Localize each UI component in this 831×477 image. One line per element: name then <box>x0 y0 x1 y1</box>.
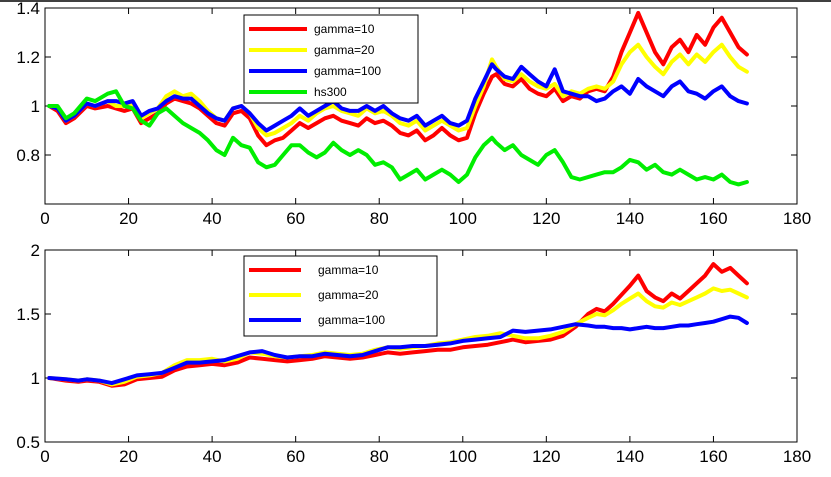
x-tick-label: 140 <box>616 209 644 228</box>
x-tick-label: 80 <box>370 447 389 466</box>
x-tick-label: 100 <box>449 209 477 228</box>
x-tick-label: 60 <box>286 447 305 466</box>
legend: gamma=10 gamma=20 gamma=100 hs300 <box>243 14 419 104</box>
legend-label: hs300 <box>314 85 347 99</box>
legend-label: gamma=10 <box>314 22 375 36</box>
chart-top: 0 20 40 60 80 100 120 140 160 180 0.8 1 1.2 1.4 gamma=… <box>16 0 811 228</box>
y-tick-label: 0.5 <box>16 433 40 452</box>
x-tick-label: 20 <box>119 209 138 228</box>
legend: gamma=10 gamma=20 gamma=100 <box>243 255 438 337</box>
legend-label: gamma=20 <box>318 288 379 302</box>
x-tick-label: 60 <box>286 209 305 228</box>
x-tick-label: 40 <box>203 447 222 466</box>
chart-bottom: 0 20 40 60 80 100 120 140 160 180 0.5 1 1.5 2 gamma=10… <box>16 241 811 466</box>
series-line-gamma-10 <box>47 10 749 148</box>
legend-label: gamma=100 <box>318 313 385 327</box>
x-tick-label: 0 <box>40 447 49 466</box>
legend-label: gamma=10 <box>318 263 379 277</box>
series-line-gamma-100 <box>47 62 749 133</box>
series-line-gamma-100 <box>47 314 749 386</box>
y-tick-label: 1 <box>31 97 40 116</box>
x-tick-label: 120 <box>532 209 560 228</box>
y-tick-label: 1.4 <box>16 0 40 18</box>
y-tick-label: 0.8 <box>16 146 40 165</box>
legend-label: gamma=100 <box>314 64 381 78</box>
x-tick-label: 180 <box>783 209 811 228</box>
series-line-gamma-10 <box>47 262 749 388</box>
y-tick-label: 2 <box>31 241 40 260</box>
y-tick-label: 1.2 <box>16 48 40 67</box>
x-tick-label: 160 <box>699 447 727 466</box>
series-line-hs300 <box>47 89 749 187</box>
x-tick-label: 80 <box>370 209 389 228</box>
x-tick-label: 100 <box>449 447 477 466</box>
x-tick-label: 40 <box>203 209 222 228</box>
y-tick-label: 1 <box>31 369 40 388</box>
y-tick-label: 1.5 <box>16 305 40 324</box>
legend-label: gamma=20 <box>314 43 375 57</box>
axes-box <box>44 249 798 443</box>
x-tick-label: 140 <box>616 447 644 466</box>
series-line-gamma-20 <box>47 42 749 138</box>
x-tick-label: 0 <box>40 209 49 228</box>
x-tick-label: 180 <box>783 447 811 466</box>
x-tick-label: 120 <box>532 447 560 466</box>
x-tick-label: 160 <box>699 209 727 228</box>
x-tick-label: 20 <box>119 447 138 466</box>
